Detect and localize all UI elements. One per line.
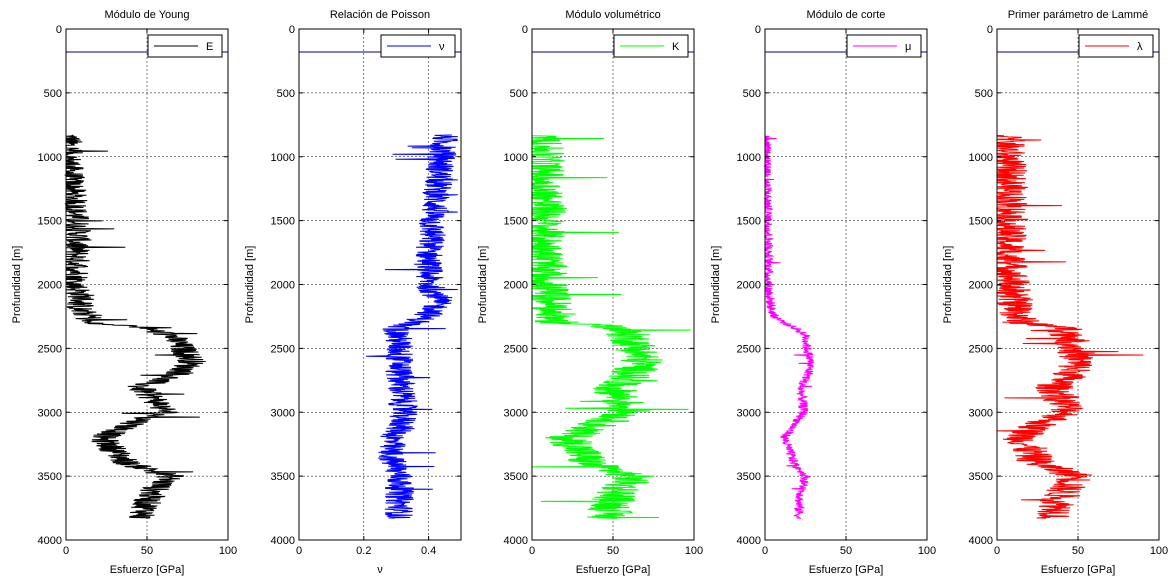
series-line-λ bbox=[995, 134, 1144, 519]
x-tick-label: 0 bbox=[994, 545, 1000, 557]
y-tick-label: 500 bbox=[510, 88, 528, 100]
y-axis-label: Profundidad [m] bbox=[942, 246, 954, 324]
y-axis-label: Profundidad [m] bbox=[244, 246, 256, 324]
y-tick-label: 3500 bbox=[969, 471, 993, 483]
chart-title: Módulo de corte bbox=[807, 9, 886, 21]
x-axis-label: Esfuerzo [GPa] bbox=[576, 564, 651, 576]
x-tick-label: 0 bbox=[529, 545, 535, 557]
y-tick-label: 4000 bbox=[504, 535, 528, 547]
y-tick-label: 2000 bbox=[271, 280, 295, 292]
y-tick-label: 3000 bbox=[38, 407, 62, 419]
legend: ν bbox=[380, 34, 456, 58]
y-tick-label: 2000 bbox=[504, 280, 528, 292]
y-tick-label: 1500 bbox=[38, 216, 62, 228]
y-tick-label: 0 bbox=[289, 24, 295, 36]
y-axis-label: Profundidad [m] bbox=[477, 246, 489, 324]
y-tick-label: 1500 bbox=[504, 216, 528, 228]
x-tick-label: 0 bbox=[762, 545, 768, 557]
chart-title: Módulo de Young bbox=[104, 9, 189, 21]
y-axis-label: Profundidad [m] bbox=[11, 246, 23, 324]
x-tick-label: 100 bbox=[685, 545, 703, 557]
y-tick-label: 2500 bbox=[737, 343, 761, 355]
legend-label: ν bbox=[439, 41, 445, 53]
y-tick-label: 3000 bbox=[969, 407, 993, 419]
chart-title: Módulo volumétrico bbox=[565, 9, 660, 21]
y-tick-label: 500 bbox=[277, 88, 295, 100]
y-tick-label: 4000 bbox=[737, 535, 761, 547]
y-tick-label: 2000 bbox=[737, 280, 761, 292]
y-tick-label: 3000 bbox=[737, 407, 761, 419]
x-tick-label: 50 bbox=[607, 545, 619, 557]
legend: μ bbox=[846, 34, 922, 58]
x-axis-label: Esfuerzo [GPa] bbox=[110, 564, 185, 576]
x-axis-label: ν bbox=[377, 564, 383, 576]
y-tick-label: 1500 bbox=[737, 216, 761, 228]
y-tick-label: 2500 bbox=[38, 343, 62, 355]
x-tick-label: 50 bbox=[840, 545, 852, 557]
y-tick-label: 500 bbox=[44, 88, 62, 100]
series-line-μ bbox=[763, 135, 815, 519]
y-tick-label: 500 bbox=[975, 88, 993, 100]
x-tick-label: 0 bbox=[296, 545, 302, 557]
y-tick-label: 0 bbox=[755, 24, 761, 36]
x-axis-label: Esfuerzo [GPa] bbox=[1041, 564, 1116, 576]
legend: E bbox=[147, 34, 223, 58]
y-tick-label: 2500 bbox=[969, 343, 993, 355]
legend: K bbox=[613, 34, 689, 58]
y-tick-label: 1000 bbox=[504, 152, 528, 164]
y-tick-label: 3500 bbox=[38, 471, 62, 483]
y-tick-label: 2500 bbox=[504, 343, 528, 355]
legend: λ bbox=[1078, 34, 1154, 58]
y-tick-label: 2500 bbox=[271, 343, 295, 355]
y-tick-label: 4000 bbox=[38, 535, 62, 547]
chart-title: Relación de Poisson bbox=[330, 9, 430, 21]
y-tick-label: 4000 bbox=[271, 535, 295, 547]
y-tick-label: 500 bbox=[743, 88, 761, 100]
y-tick-label: 3500 bbox=[737, 471, 761, 483]
y-tick-label: 1500 bbox=[969, 216, 993, 228]
x-tick-label: 0 bbox=[63, 545, 69, 557]
legend-label: E bbox=[206, 41, 213, 53]
y-tick-label: 0 bbox=[522, 24, 528, 36]
x-tick-label: 100 bbox=[1150, 545, 1168, 557]
x-tick-label: 0.2 bbox=[356, 545, 371, 557]
series-line-E bbox=[64, 134, 206, 519]
y-tick-label: 3500 bbox=[271, 471, 295, 483]
legend-label: K bbox=[672, 41, 680, 53]
series-line-ν bbox=[366, 134, 458, 519]
y-tick-label: 1000 bbox=[271, 152, 295, 164]
y-axis-label: Profundidad [m] bbox=[710, 246, 722, 324]
y-tick-label: 3000 bbox=[504, 407, 528, 419]
x-axis-label: Esfuerzo [GPa] bbox=[809, 564, 884, 576]
y-tick-label: 0 bbox=[56, 24, 62, 36]
x-tick-label: 50 bbox=[1072, 545, 1084, 557]
x-tick-label: 0.4 bbox=[421, 545, 436, 557]
y-tick-label: 1000 bbox=[969, 152, 993, 164]
y-tick-label: 1000 bbox=[737, 152, 761, 164]
y-tick-label: 1000 bbox=[38, 152, 62, 164]
series-line-K bbox=[530, 135, 691, 519]
y-tick-label: 1500 bbox=[271, 216, 295, 228]
x-tick-label: 50 bbox=[141, 545, 153, 557]
y-tick-label: 3000 bbox=[271, 407, 295, 419]
legend-label: λ bbox=[1137, 41, 1143, 53]
y-tick-label: 2000 bbox=[38, 280, 62, 292]
y-tick-label: 0 bbox=[987, 24, 993, 36]
legend-label: μ bbox=[905, 41, 911, 53]
x-tick-label: 100 bbox=[219, 545, 237, 557]
x-tick-label: 100 bbox=[918, 545, 936, 557]
chart-title: Primer parámetro de Lammé bbox=[1008, 9, 1149, 21]
y-tick-label: 4000 bbox=[969, 535, 993, 547]
y-tick-label: 2000 bbox=[969, 280, 993, 292]
y-tick-label: 3500 bbox=[504, 471, 528, 483]
